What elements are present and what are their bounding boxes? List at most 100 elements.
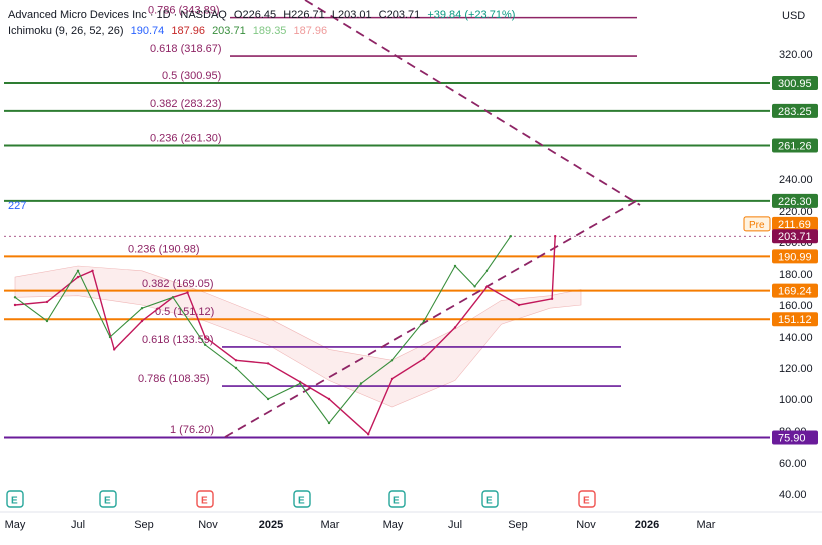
series-1-point-7 xyxy=(234,366,238,370)
fib-lower-label-5: 1 (76.20) xyxy=(170,424,214,436)
y-tick-label-5: 140.00 xyxy=(779,332,813,344)
symbol-header: Advanced Micro Devices Inc · 1D · NASDAQ… xyxy=(8,9,519,21)
y-tick-label-10: 240.00 xyxy=(779,174,813,186)
price-tag-label-5: 203.71 xyxy=(778,231,812,243)
y-tick-label-0: 40.00 xyxy=(779,489,807,501)
event-marker-label-4: E xyxy=(393,496,400,507)
price-tag-label-0: 300.95 xyxy=(778,78,812,90)
series-0-point-5 xyxy=(140,319,144,323)
left-edge-label: 227 xyxy=(8,200,26,212)
event-marker-6[interactable] xyxy=(578,490,596,508)
price-tag-9[interactable] xyxy=(772,430,818,445)
indicator-header: Ichimoku (9, 26, 52, 26) 190.74 187.96 2… xyxy=(8,25,331,37)
x-label-2: Sep xyxy=(134,519,154,531)
series-1-point-12 xyxy=(390,359,394,362)
x-label-4: 2025 xyxy=(259,519,283,531)
price-tag-2[interactable] xyxy=(772,138,818,153)
event-marker-label-0: E xyxy=(11,496,18,507)
price-tag-label-6: 190.99 xyxy=(778,251,812,263)
price-tag-label-1: 283.25 xyxy=(778,106,812,118)
series-1-point-2 xyxy=(76,269,80,272)
series-1-point-4 xyxy=(140,307,144,310)
series-0-point-3 xyxy=(91,269,94,272)
price-tag-5[interactable] xyxy=(772,229,818,244)
trendline-up[interactable] xyxy=(224,199,639,438)
series-0-point-9 xyxy=(234,359,238,362)
series-1-point-15 xyxy=(473,285,476,288)
price-tag-label-2: 261.26 xyxy=(778,140,812,152)
price-tag-3[interactable] xyxy=(772,193,818,208)
series-0-point-1 xyxy=(45,300,49,304)
fib-upper-label-4: 0.236 (261.30) xyxy=(150,132,222,144)
event-marker-label-3: E xyxy=(298,496,305,507)
fib-upper-label-2: 0.5 (300.95) xyxy=(162,70,221,82)
x-label-1: Jul xyxy=(71,519,85,531)
series-1-point-17 xyxy=(509,235,512,238)
series-1-point-5 xyxy=(171,296,175,299)
x-label-9: Nov xyxy=(576,519,596,531)
indicator-name[interactable]: Ichimoku (9, 26, 52, 26) xyxy=(8,25,124,37)
y-tick-label-7: 180.00 xyxy=(779,269,813,281)
currency-label: USD xyxy=(782,10,805,22)
ohlc-high: H226.71 xyxy=(283,9,325,21)
fib-lower-label-1: 0.382 (169.05) xyxy=(142,278,214,290)
series-1-point-14 xyxy=(453,264,457,268)
series-1-point-16 xyxy=(485,269,489,272)
fib-lower-label-4: 0.786 (108.35) xyxy=(138,373,210,385)
event-marker-label-1: E xyxy=(104,496,111,507)
series-line-1[interactable] xyxy=(14,235,512,424)
series-0-point-2 xyxy=(76,275,80,279)
indicator-value-3: 203.71 xyxy=(212,25,246,37)
trendline-down[interactable] xyxy=(304,0,641,206)
y-tick-label-3: 100.00 xyxy=(779,394,813,406)
fib-lower: 0.236 (190.98) 0.382 (169.05) 0.5 (151.12)… xyxy=(128,243,621,436)
fib-lower-label-3: 0.618 (133.59) xyxy=(142,334,214,346)
series-0-point-17 xyxy=(485,285,489,288)
price-tag-8[interactable] xyxy=(772,312,818,327)
price-tag-label-9: 75.90 xyxy=(778,433,806,445)
price-tags: 300.95 283.25 261.26 226.30 211.69 Pre 203.71 1… xyxy=(743,76,818,445)
event-marker-0[interactable] xyxy=(6,490,24,508)
price-tag-0[interactable] xyxy=(772,76,818,90)
y-tick-label-6: 160.00 xyxy=(779,300,813,312)
series-0-point-10 xyxy=(266,362,270,365)
x-axis-labels: May Jul Sep Nov 2025 Mar May Jul Sep Nov 2026 Mar xyxy=(5,519,716,531)
ohlc-open: O226.45 xyxy=(233,9,277,21)
price-tag-7[interactable] xyxy=(772,283,818,298)
price-tag-4[interactable] xyxy=(772,216,818,231)
indicator-value-5: 187.96 xyxy=(293,25,328,37)
price-tag-label-4: 211.69 xyxy=(778,219,811,231)
event-marker-label-5: E xyxy=(486,496,493,507)
price-tag-label-8: 151.12 xyxy=(778,314,812,326)
x-label-10: 2026 xyxy=(635,519,659,531)
y-tick-label-1: 60.00 xyxy=(779,458,807,470)
series-0-point-16 xyxy=(453,326,457,329)
series-1-point-0 xyxy=(13,296,17,299)
ohlc-low: L203.01 xyxy=(331,9,372,21)
event-marker-3[interactable] xyxy=(293,490,311,508)
price-tag-1[interactable] xyxy=(772,103,818,118)
series-1-point-10 xyxy=(327,421,331,425)
event-marker-label-2: E xyxy=(201,496,208,507)
event-marker-5[interactable] xyxy=(481,490,499,508)
event-marker-1[interactable] xyxy=(99,490,117,508)
series-0-point-8 xyxy=(203,335,207,339)
series-1-point-11 xyxy=(359,382,363,385)
series-0-point-19 xyxy=(550,297,554,300)
series-1-point-13 xyxy=(422,319,426,323)
price-tag-label-3: 226.30 xyxy=(778,196,812,208)
symbol-title[interactable]: Advanced Micro Devices Inc · 1D · NASDAQ xyxy=(8,9,227,21)
x-label-8: Sep xyxy=(508,519,528,531)
price-tag-6[interactable] xyxy=(772,249,818,264)
series-0-point-14 xyxy=(390,377,394,381)
event-marker-4[interactable] xyxy=(388,490,406,508)
event-marker-2[interactable] xyxy=(196,490,214,508)
series-0-point-15 xyxy=(422,357,426,360)
series-1-point-8 xyxy=(266,397,270,401)
pre-badge xyxy=(743,216,771,232)
event-marker-label-6: E xyxy=(583,496,590,507)
series-1-point-1 xyxy=(45,319,49,323)
